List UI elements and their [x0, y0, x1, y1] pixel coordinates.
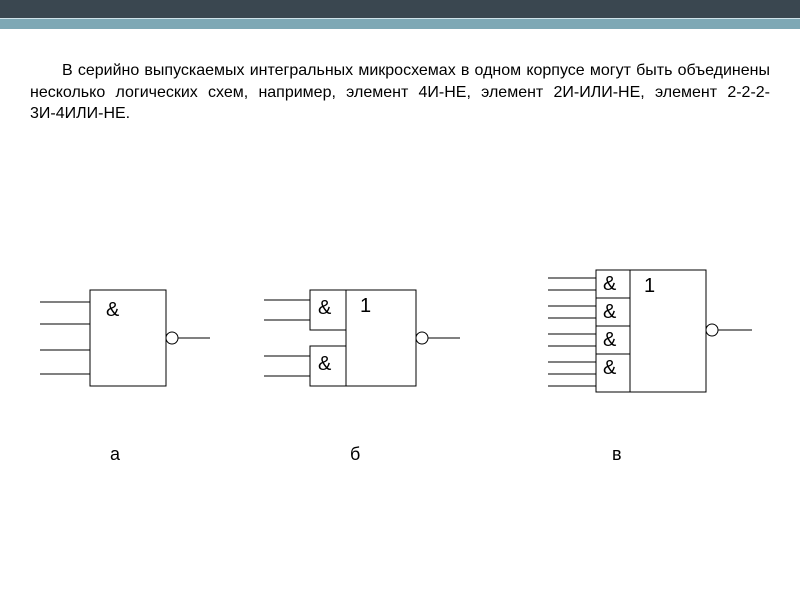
gate-label: & [318, 353, 332, 375]
logic-diagram: &а&&1б&&&&1в [0, 210, 800, 570]
gate-label: & [603, 357, 617, 379]
gate-label: & [603, 273, 617, 295]
gate-label: & [318, 297, 332, 319]
gate-label: & [603, 329, 617, 351]
circuit-b: & & 1 б [264, 290, 460, 464]
circuit-caption: б [350, 444, 360, 464]
gate-label: & [106, 299, 120, 321]
circuit-caption: в [612, 444, 622, 464]
gate-box [346, 290, 416, 386]
inversion-bubble [166, 332, 178, 344]
slide-accent-bar [0, 18, 800, 29]
gate-box [90, 290, 166, 386]
gate-label: 1 [360, 295, 371, 317]
circuit-caption: а [110, 444, 121, 464]
paragraph-text: В серийно выпускаемых интегральных микро… [30, 60, 770, 125]
circuit-v: & & & & 1 в [548, 270, 752, 464]
circuit-a: &а [40, 290, 210, 464]
gate-label: 1 [644, 275, 655, 297]
inversion-bubble [706, 324, 718, 336]
gate-box [630, 270, 706, 392]
gate-label: & [603, 301, 617, 323]
inversion-bubble [416, 332, 428, 344]
